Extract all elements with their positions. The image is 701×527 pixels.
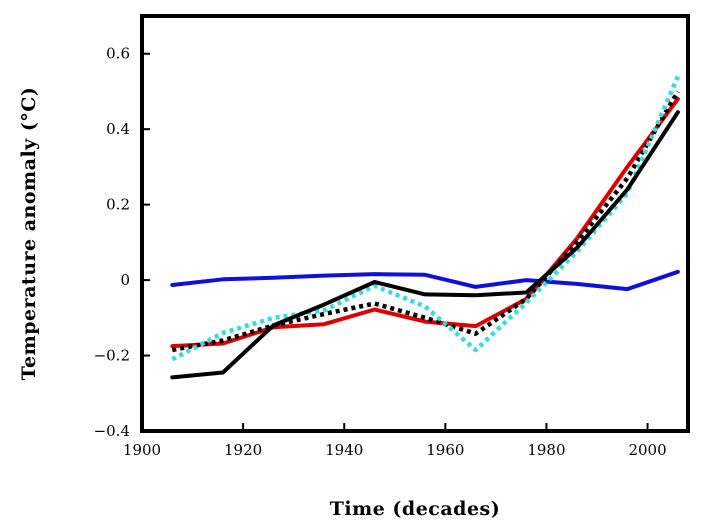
x-axis-label: Time (decades) [330,498,500,520]
y-tick-label: 0.6 [106,45,130,63]
x-tick-label: 1920 [224,441,262,459]
x-tick-label: 2000 [628,441,666,459]
plot-frame [140,14,690,433]
series-line-5 [170,110,680,380]
series-line-1 [170,269,680,292]
series-line-2 [170,97,680,349]
series-line-4 [171,75,680,362]
y-tick-label: 0.2 [106,196,130,214]
y-tick-label: 0.4 [106,120,130,138]
y-tick-label: −0.2 [94,347,130,365]
y-axis-label: Temperature anomaly (°C) [18,87,40,381]
x-tick-label: 1960 [426,441,464,459]
x-tick-label: 1980 [527,441,565,459]
x-tick-label: 1940 [325,441,363,459]
x-tick-label: 1900 [123,441,161,459]
y-tick-label: −0.4 [94,422,130,440]
series-layer [170,75,680,380]
y-tick-label: 0 [120,271,130,289]
